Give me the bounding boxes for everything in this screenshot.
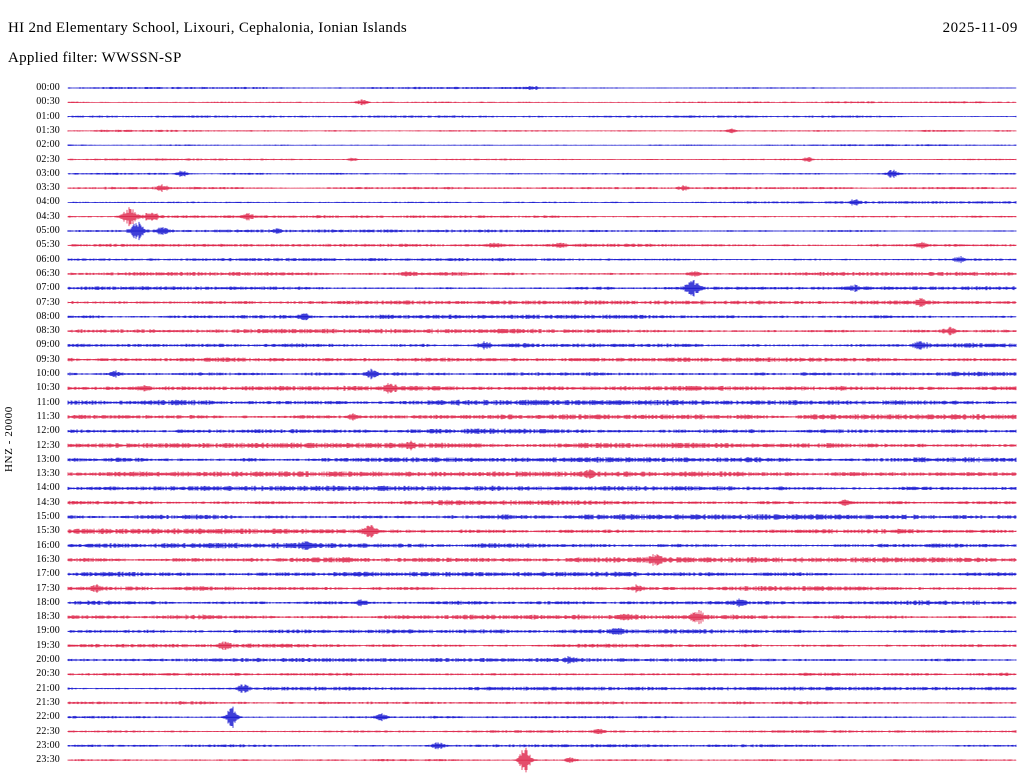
time-label: 00:00 [36, 82, 60, 93]
filter-label: Applied filter: WWSSN-SP [8, 50, 182, 66]
time-label: 12:00 [36, 425, 60, 437]
time-label: 18:30 [36, 611, 60, 623]
time-label: 19:00 [36, 625, 60, 637]
time-label: 04:30 [36, 210, 60, 222]
station-title: HI 2nd Elementary School, Lixouri, Cepha… [8, 20, 408, 36]
time-label: 05:30 [36, 239, 60, 251]
time-label: 21:00 [36, 682, 60, 694]
time-label: 02:30 [36, 153, 60, 165]
time-label: 01:30 [36, 124, 60, 136]
time-label: 22:30 [36, 725, 60, 737]
time-label: 18:00 [36, 596, 60, 608]
time-label: 09:00 [36, 339, 60, 351]
time-label: 11:00 [36, 396, 60, 408]
time-label: 07:30 [36, 296, 60, 308]
time-labels: 00:00 00:30 01:00 01:30 02:00 02:30 03:00 03:30… [0, 0, 64, 780]
time-label: 16:00 [36, 539, 60, 551]
time-label: 03:00 [36, 167, 60, 179]
time-label: 08:30 [36, 325, 60, 337]
time-label: 17:00 [36, 568, 60, 580]
time-label: 04:00 [36, 196, 60, 208]
time-label: 22:00 [36, 711, 60, 723]
time-label: 20:00 [36, 654, 60, 665]
time-label: 10:30 [36, 382, 60, 394]
time-label: 13:00 [36, 453, 60, 465]
time-label: 07:00 [36, 282, 60, 294]
time-label: 00:30 [36, 96, 60, 108]
time-label: 02:00 [36, 139, 60, 151]
time-label: 14:30 [36, 496, 60, 508]
time-label: 13:30 [36, 468, 60, 480]
time-label: 10:00 [36, 368, 60, 379]
time-label: 09:30 [36, 353, 60, 365]
time-label: 01:00 [36, 110, 60, 122]
time-label: 08:00 [36, 310, 60, 322]
time-label: 20:30 [36, 668, 60, 680]
time-label: 03:30 [36, 182, 60, 194]
time-label: 05:00 [36, 225, 60, 236]
time-label: 15:00 [36, 511, 60, 522]
time-label: 14:00 [36, 482, 60, 494]
time-label: 06:00 [36, 253, 60, 265]
time-label: 17:30 [36, 582, 60, 594]
time-label: 23:30 [36, 754, 60, 766]
time-label: 11:30 [36, 410, 60, 422]
time-label: 15:30 [36, 525, 60, 537]
time-label: 21:30 [36, 696, 60, 708]
time-label: 23:00 [36, 739, 60, 751]
time-label: 12:30 [36, 439, 60, 451]
time-label: 19:30 [36, 639, 60, 651]
time-label: 16:30 [36, 553, 60, 565]
time-label: 06:30 [36, 267, 60, 279]
record-date: 2025-11-09 [942, 20, 1018, 36]
